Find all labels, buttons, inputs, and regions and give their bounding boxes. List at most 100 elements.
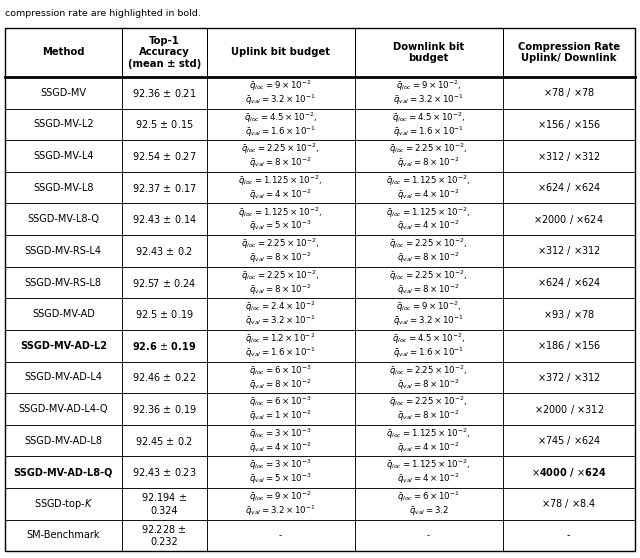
Bar [5,393,122,425]
Text: $\bar{q}_{loc} = 4.5 \times 10^{-2}$,: $\bar{q}_{loc} = 4.5 \times 10^{-2}$, [244,110,317,124]
Text: $\bar{q}_{val} = 3.2 \times 10^{-1}$: $\bar{q}_{val} = 3.2 \times 10^{-1}$ [394,93,464,107]
Text: $\bar{q}_{val} = 3.2 \times 10^{-1}$: $\bar{q}_{val} = 3.2 \times 10^{-1}$ [394,314,464,328]
Text: SSGD-MV-L8: SSGD-MV-L8 [33,182,93,193]
Bar [5,172,122,204]
Bar [355,235,502,267]
Text: $\bar{q}_{val} = 8 \times 10^{-2}$: $\bar{q}_{val} = 8 \times 10^{-2}$ [397,409,460,423]
Bar [122,425,207,456]
Text: $\bar{q}_{loc} = 4.5 \times 10^{-2}$,: $\bar{q}_{loc} = 4.5 \times 10^{-2}$, [392,110,465,124]
Text: $\times$312 / $\times$312: $\times$312 / $\times$312 [537,150,601,162]
Text: 92.228 $\pm$: 92.228 $\pm$ [141,522,187,535]
Bar [5,235,122,267]
Bar [502,519,635,551]
Text: $\bar{q}_{loc} = 9 \times 10^{-2}$: $\bar{q}_{loc} = 9 \times 10^{-2}$ [250,79,312,93]
Text: $\bar{q}_{val} = 3.2 \times 10^{-1}$: $\bar{q}_{val} = 3.2 \times 10^{-1}$ [245,504,316,518]
Bar [207,425,355,456]
Bar [355,77,502,109]
Text: 0.232: 0.232 [150,537,178,547]
Text: $\bar{q}_{val} = 4 \times 10^{-2}$: $\bar{q}_{val} = 4 \times 10^{-2}$ [249,187,312,202]
Text: $\bar{q}_{loc} = 6 \times 10^{-3}$: $\bar{q}_{loc} = 6 \times 10^{-3}$ [250,395,312,409]
Text: $\times$2000 / $\times$624: $\times$2000 / $\times$624 [534,213,604,226]
Text: 92.194 $\pm$: 92.194 $\pm$ [141,491,187,503]
Bar [207,393,355,425]
Text: $\bar{q}_{loc} = 2.25 \times 10^{-2}$,: $\bar{q}_{loc} = 2.25 \times 10^{-2}$, [389,363,468,378]
Text: $\bar{q}_{val} = 5 \times 10^{-3}$: $\bar{q}_{val} = 5 \times 10^{-3}$ [249,472,312,487]
Text: $\bar{q}_{loc} = 6 \times 10^{-1}$: $\bar{q}_{loc} = 6 \times 10^{-1}$ [397,490,460,504]
Text: $\bar{q}_{loc} = 2.4 \times 10^{-2}$: $\bar{q}_{loc} = 2.4 \times 10^{-2}$ [245,300,316,314]
Text: SM-Benchmark: SM-Benchmark [27,531,100,541]
Bar [355,362,502,393]
Text: SSGD-MV-RS-L4: SSGD-MV-RS-L4 [25,246,102,256]
Text: 92.43 $\pm$ 0.14: 92.43 $\pm$ 0.14 [132,213,196,225]
Text: Uplink bit budget: Uplink bit budget [231,47,330,57]
Bar [502,393,635,425]
Bar [207,330,355,362]
Text: 92.43 $\pm$ 0.2: 92.43 $\pm$ 0.2 [135,245,193,257]
Text: $\bar{q}_{val} = 8 \times 10^{-2}$: $\bar{q}_{val} = 8 \times 10^{-2}$ [397,156,460,170]
Text: $\bar{q}_{val} = 5 \times 10^{-3}$: $\bar{q}_{val} = 5 \times 10^{-3}$ [249,219,312,233]
Bar [502,77,635,109]
Bar [5,362,122,393]
Text: 92.37 $\pm$ 0.17: 92.37 $\pm$ 0.17 [132,182,196,194]
Text: compression rate are highlighted in bold.: compression rate are highlighted in bold… [5,9,201,18]
Bar [355,519,502,551]
Bar [502,235,635,267]
Text: $\bar{q}_{loc} = 2.25 \times 10^{-2}$,: $\bar{q}_{loc} = 2.25 \times 10^{-2}$, [241,237,320,251]
Bar [355,267,502,299]
Text: $\bar{q}_{loc} = 9 \times 10^{-2}$,: $\bar{q}_{loc} = 9 \times 10^{-2}$, [396,79,461,93]
Bar [122,140,207,172]
Text: 0.324: 0.324 [150,506,178,516]
Text: Compression Rate
Uplink/ Downlink: Compression Rate Uplink/ Downlink [518,42,620,63]
Bar [122,330,207,362]
Bar [207,519,355,551]
Text: 92.5 $\pm$ 0.15: 92.5 $\pm$ 0.15 [134,118,193,131]
Bar [5,299,122,330]
Text: $\bar{q}_{val} = 8 \times 10^{-2}$: $\bar{q}_{val} = 8 \times 10^{-2}$ [397,251,460,265]
Text: $\bar{q}_{val} = 4 \times 10^{-2}$: $\bar{q}_{val} = 4 \times 10^{-2}$ [397,219,460,233]
Text: SSGD-MV-AD-L8: SSGD-MV-AD-L8 [24,436,102,446]
Bar [502,425,635,456]
Bar [207,235,355,267]
Bar [5,109,122,140]
Text: $\bar{q}_{val} = 1.6 \times 10^{-1}$: $\bar{q}_{val} = 1.6 \times 10^{-1}$ [245,124,316,138]
Text: 92.57 $\pm$ 0.24: 92.57 $\pm$ 0.24 [132,277,196,288]
Bar [355,109,502,140]
Text: $\times$78 / $\times$8.4: $\times$78 / $\times$8.4 [541,497,596,511]
Bar [207,172,355,204]
Text: $\bar{q}_{loc} = 9 \times 10^{-2}$,: $\bar{q}_{loc} = 9 \times 10^{-2}$, [396,300,461,314]
Bar [502,330,635,362]
Bar [502,109,635,140]
Bar [122,267,207,299]
Text: $\times$93 / $\times$78: $\times$93 / $\times$78 [543,307,595,321]
Text: $\bar{q}_{loc} = 1.125 \times 10^{-2}$,: $\bar{q}_{loc} = 1.125 \times 10^{-2}$, [387,174,471,188]
Bar [5,28,122,77]
Text: $\bar{q}_{loc} = 1.125 \times 10^{-2}$,: $\bar{q}_{loc} = 1.125 \times 10^{-2}$, [239,174,323,188]
Text: $\bar{q}_{val} = 8 \times 10^{-2}$: $\bar{q}_{val} = 8 \times 10^{-2}$ [249,282,312,297]
Bar [5,456,122,488]
Bar [207,488,355,519]
Bar [502,28,635,77]
Text: SSGD-MV-AD-L4: SSGD-MV-AD-L4 [24,372,102,382]
Text: $\bar{q}_{val} = 4 \times 10^{-2}$: $\bar{q}_{val} = 4 \times 10^{-2}$ [397,472,460,487]
Bar [5,140,122,172]
Text: 92.45 $\pm$ 0.2: 92.45 $\pm$ 0.2 [135,435,193,446]
Text: 92.46 $\pm$ 0.22: 92.46 $\pm$ 0.22 [132,372,196,383]
Text: $\bar{q}_{val} = 1.6 \times 10^{-1}$: $\bar{q}_{val} = 1.6 \times 10^{-1}$ [393,124,464,138]
Bar [502,456,635,488]
Text: 92.36 $\pm$ 0.19: 92.36 $\pm$ 0.19 [132,403,196,415]
Text: SSGD-MV-RS-L8: SSGD-MV-RS-L8 [25,277,102,287]
Bar [122,299,207,330]
Bar [122,393,207,425]
Text: 92.36 $\pm$ 0.21: 92.36 $\pm$ 0.21 [132,87,196,99]
Text: -: - [279,531,282,540]
Text: 92.54 $\pm$ 0.27: 92.54 $\pm$ 0.27 [132,150,196,162]
Bar [207,204,355,235]
Bar [355,204,502,235]
Bar [122,204,207,235]
Text: SSGD-MV-AD: SSGD-MV-AD [32,309,95,319]
Text: $\times$372 / $\times$312: $\times$372 / $\times$312 [537,371,601,384]
Text: SSGD-MV-AD-L2: SSGD-MV-AD-L2 [20,341,107,351]
Text: -: - [427,531,430,540]
Text: SSGD-MV-AD-L8-Q: SSGD-MV-AD-L8-Q [13,467,113,477]
Bar [502,488,635,519]
